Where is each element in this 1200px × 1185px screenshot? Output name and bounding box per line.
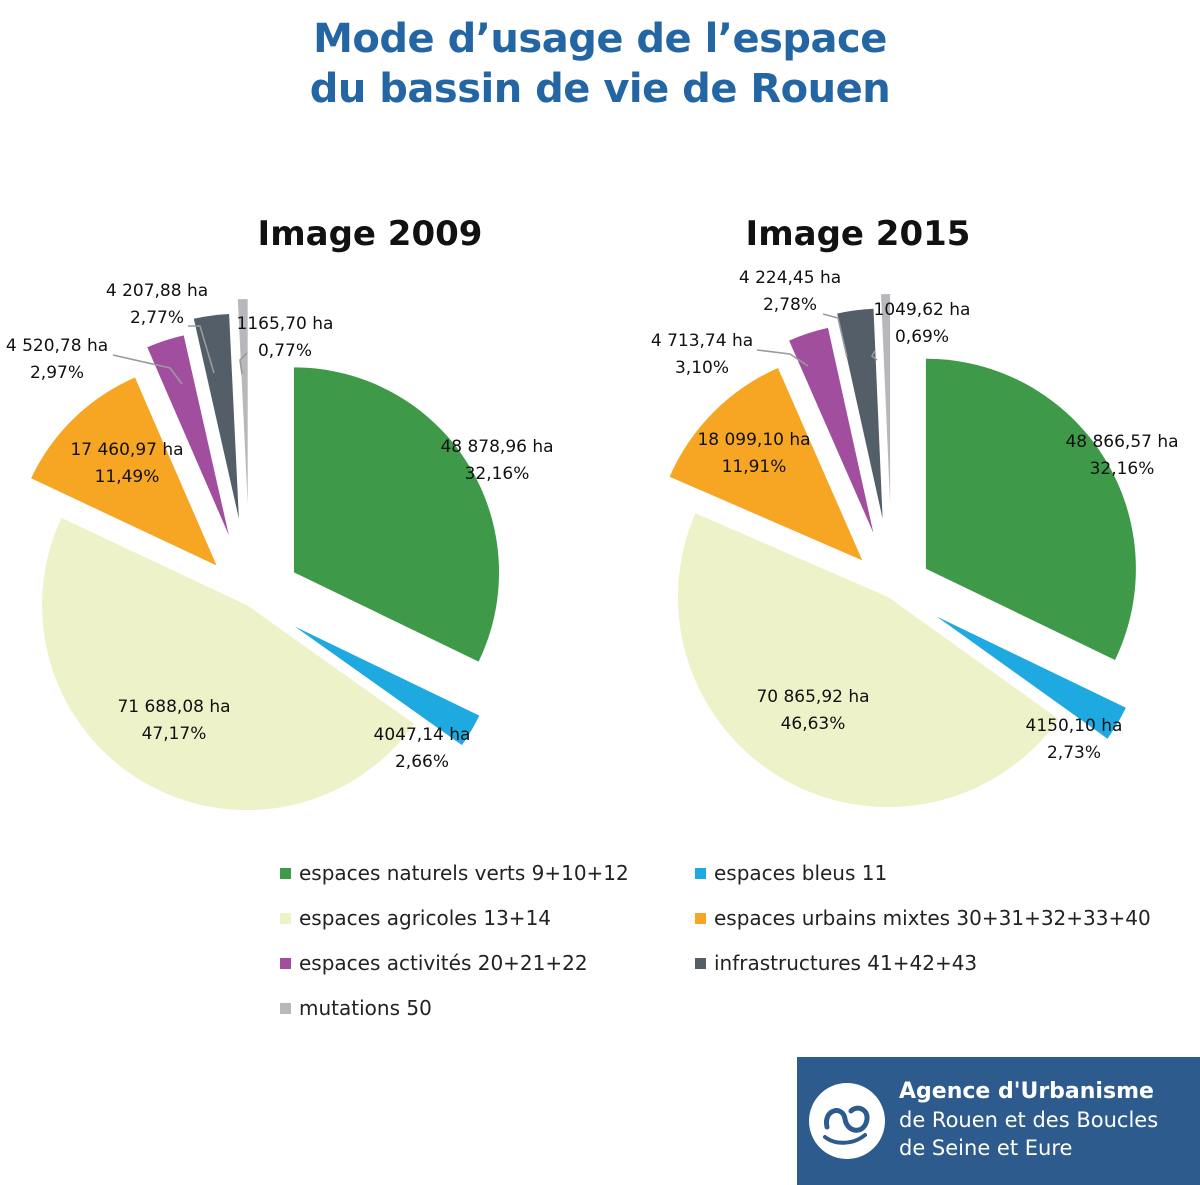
pie-slice [193,314,239,519]
legend-swatch-icon [695,957,706,969]
legend-item-mutations: mutations 50 [280,993,695,1023]
slice-value-label: 70 865,92 ha [756,687,869,707]
slice-value-label: 4 224,45 ha [739,268,841,288]
pie-slice [42,517,415,811]
agency-logo: Agence d'Urbanisme de Rouen et des Boucl… [797,1057,1200,1185]
slice-value-label: 1165,70 ha [237,314,334,334]
legend-item-bleus: espaces bleus 11 [695,858,1160,888]
slice-value-label: 4 713,74 ha [651,331,753,351]
slice-percent-label: 2,97% [30,363,84,383]
legend-swatch-icon [695,912,706,924]
legend-swatch-icon [280,957,291,969]
pie-slice [294,367,500,662]
slice-percent-label: 0,69% [895,327,949,347]
slice-percent-label: 0,77% [258,341,312,361]
slice-percent-label: 11,49% [95,467,160,487]
slice-percent-label: 47,17% [142,724,207,744]
pie-slice [837,308,883,519]
pie-slice [936,616,1126,739]
pie-slice [294,626,480,746]
page-title-line-2: du bassin de vie de Rouen [309,66,891,112]
slice-value-label: 1049,62 ha [874,300,971,320]
pie-slice [147,335,229,536]
page-title-line-1: Mode d’usage de l’espace [313,16,887,62]
pie-slice [669,368,863,561]
chart-title: Image 2015 [746,214,971,254]
legend-label: infrastructures 41+42+43 [714,951,978,975]
agency-name-line-3: de Seine et Eure [899,1136,1073,1160]
slice-value-label: 4150,10 ha [1026,716,1123,736]
slice-percent-label: 2,77% [130,308,184,328]
pie-slice [677,513,1059,808]
leader-line [870,350,878,361]
slice-percent-label: 11,91% [722,457,787,477]
legend-label: mutations 50 [299,996,432,1020]
slice-percent-label: 2,66% [395,752,449,772]
slice-value-label: 48 866,57 ha [1065,432,1178,452]
pie-chart-2009: Image 2009 48 878,96 ha 32,16% 4047,14 ha 2,… [6,214,554,811]
legend-item-infrastructures: infrastructures 41+42+43 [695,948,1160,978]
legend-swatch-icon [280,1002,291,1014]
agency-emblem-icon [809,1083,885,1159]
agency-name-line-2: de Rouen et des Boucles [899,1108,1159,1132]
pie-chart-2015: Image 2015 48 866,57 ha 32,16% 4150,10 ha 2,… [651,214,1179,808]
slice-value-label: 48 878,96 ha [440,437,553,457]
legend-item-naturels: espaces naturels verts 9+10+12 [280,858,695,888]
slice-value-label: 4 520,78 ha [6,336,108,356]
legend: espaces naturels verts 9+10+12 espaces b… [280,858,1160,1023]
legend-label: espaces bleus 11 [714,861,888,885]
leader-line [822,313,848,358]
legend-swatch-icon [280,867,291,879]
legend-label: espaces activités 20+21+22 [299,951,588,975]
pie-slice [925,358,1136,660]
page-title: Mode d’usage de l’espace du bassin de vi… [0,14,1200,114]
pie-slice [881,294,891,504]
pie-slice [789,327,874,533]
slice-percent-label: 2,73% [1047,743,1101,763]
agency-name-line-1: Agence d'Urbanisme [899,1079,1154,1104]
legend-item-activites: espaces activités 20+21+22 [280,948,695,978]
pie-slice [31,377,217,566]
leader-line [756,349,809,367]
legend-label: espaces urbains mixtes 30+31+32+33+40 [714,906,1151,930]
legend-label: espaces naturels verts 9+10+12 [299,861,629,885]
slice-value-label: 17 460,97 ha [70,440,183,460]
legend-swatch-icon [280,912,291,924]
leader-line [112,354,183,385]
slice-percent-label: 3,10% [675,358,729,378]
leader-line [188,325,215,374]
slice-percent-label: 2,78% [763,295,817,315]
leader-line [239,352,248,375]
pie-slice [237,299,248,504]
chart-title: Image 2009 [258,214,483,254]
slice-percent-label: 32,16% [1090,459,1155,479]
slice-value-label: 4047,14 ha [374,725,471,745]
legend-item-agricoles: espaces agricoles 13+14 [280,903,695,933]
slice-value-label: 18 099,10 ha [697,430,810,450]
legend-swatch-icon [695,867,706,879]
legend-label: espaces agricoles 13+14 [299,906,552,930]
slice-percent-label: 46,63% [781,714,846,734]
slice-percent-label: 32,16% [465,464,530,484]
agency-name: Agence d'Urbanisme de Rouen et des Boucl… [899,1078,1158,1162]
slice-value-label: 71 688,08 ha [117,697,230,717]
legend-item-urbains: espaces urbains mixtes 30+31+32+33+40 [695,903,1160,933]
slice-value-label: 4 207,88 ha [106,281,208,301]
